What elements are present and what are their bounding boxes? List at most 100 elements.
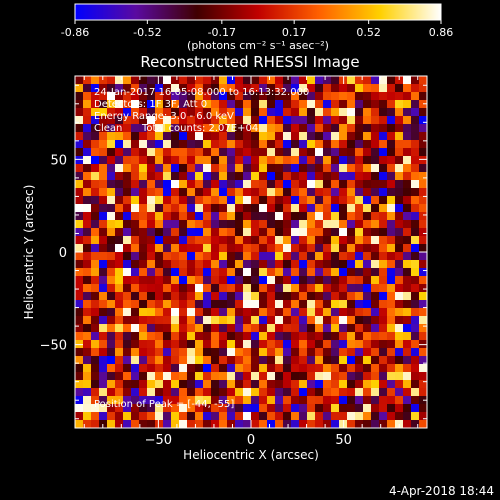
heatmap-cell [115,156,124,165]
heatmap-cell [139,84,148,93]
heatmap-cell [411,220,420,229]
heatmap-cell [91,140,100,149]
heatmap-cell [163,308,172,317]
heatmap-cell [243,316,252,325]
heatmap-cell [307,292,316,301]
heatmap-cell [267,420,276,429]
heatmap-cell [411,212,420,221]
heatmap-cell [211,100,220,109]
heatmap-cell [291,284,300,293]
x-tick-label: 50 [335,433,352,448]
heatmap-cell [91,204,100,213]
heatmap-cell [219,212,228,221]
heatmap-cell [291,300,300,309]
heatmap-cell [347,188,356,197]
heatmap-cell [315,300,324,309]
heatmap-cell [291,332,300,341]
heatmap-cell [355,244,364,253]
heatmap-cell [419,124,428,133]
heatmap-cell [243,252,252,261]
heatmap-cell [275,316,284,325]
heatmap-cell [155,244,164,253]
heatmap-cell [267,116,276,125]
heatmap-cell [211,180,220,189]
heatmap-cell [219,276,228,285]
heatmap-cell [99,348,108,357]
heatmap-cell [275,236,284,245]
heatmap-cell [363,356,372,365]
heatmap-cell [243,420,252,429]
heatmap-cell [339,268,348,277]
heatmap-cell [291,396,300,405]
heatmap-cell [419,236,428,245]
heatmap-cell [371,316,380,325]
heatmap-cell [259,84,268,93]
heatmap-cell [75,420,84,429]
heatmap-cell [179,396,188,405]
heatmap-cell [235,332,244,341]
heatmap-cell [219,412,228,421]
heatmap-cell [243,212,252,221]
heatmap-cell [91,316,100,325]
heatmap-cell [291,268,300,277]
heatmap-cell [307,180,316,189]
heatmap-cell [91,164,100,173]
heatmap-cell [395,76,404,85]
heatmap-cell [363,132,372,141]
heatmap-cell [419,196,428,205]
heatmap-cell [411,268,420,277]
heatmap-cell [371,260,380,269]
heatmap-cell [299,108,308,117]
heatmap-cell [235,132,244,141]
heatmap-cell [115,228,124,237]
heatmap-cell [259,388,268,397]
heatmap-cell [163,300,172,309]
heatmap-cell [259,412,268,421]
heatmap-cell [75,308,84,317]
heatmap-cell [379,348,388,357]
heatmap-cell [403,188,412,197]
heatmap-cell [395,148,404,157]
heatmap-cell [371,388,380,397]
heatmap-cell [195,420,204,429]
heatmap-cell [163,108,172,117]
heatmap-cell [147,100,156,109]
heatmap-cell [155,108,164,117]
heatmap-cell [331,156,340,165]
heatmap-cell [115,300,124,309]
heatmap-cell [339,124,348,133]
heatmap-cell [123,180,132,189]
heatmap-cell [147,324,156,333]
heatmap-cell [139,412,148,421]
heatmap-cell [195,140,204,149]
heatmap-cell [339,108,348,117]
heatmap-cell [75,404,84,413]
heatmap-cell [259,124,268,133]
heatmap-cell [219,84,228,93]
heatmap-cell [123,76,132,85]
heatmap-cell [75,316,84,325]
heatmap-cell [307,108,316,117]
heatmap-cell [379,236,388,245]
heatmap-cell [83,140,92,149]
heatmap-cell [107,340,116,349]
heatmap-cell [163,348,172,357]
heatmap-cell [115,108,124,117]
heatmap-cell [187,92,196,101]
heatmap-cell [131,140,140,149]
heatmap-cell [235,308,244,317]
heatmap-cell [395,156,404,165]
heatmap-cell [99,180,108,189]
heatmap-cell [259,300,268,309]
heatmap-cell [83,84,92,93]
heatmap-cell [251,204,260,213]
heatmap-cell [91,340,100,349]
heatmap-cell [299,364,308,373]
heatmap-cell [227,148,236,157]
heatmap-cell [139,388,148,397]
heatmap-cell [395,372,404,381]
heatmap-cell [275,324,284,333]
heatmap-cell [315,356,324,365]
heatmap-cell [379,92,388,101]
heatmap-cell [355,156,364,165]
